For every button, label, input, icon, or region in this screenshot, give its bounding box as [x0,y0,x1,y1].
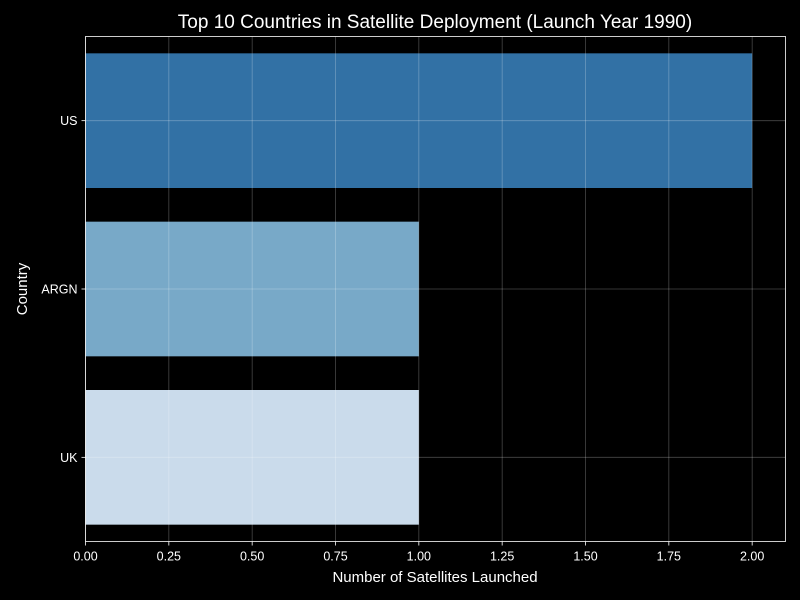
x-tick-label: 0.75 [323,550,347,564]
bars [85,53,753,525]
y-axis-label: Country [14,262,31,315]
x-tick-label: 1.00 [407,550,431,564]
x-tick-label: 0.00 [73,550,97,564]
bar-uk [85,390,419,525]
x-tick-label: 1.50 [573,550,597,564]
bar-us [85,53,753,189]
chart-title: Top 10 Countries in Satellite Deployment… [178,12,692,33]
x-tick-label: 2.00 [740,550,764,564]
x-axis-ticks: 0.00 0.25 0.50 0.75 1.00 1.25 1.50 1.75 2.00 [73,36,764,564]
plot-frame [85,36,786,542]
x-tick-label: 0.25 [157,550,181,564]
y-tick-label: UK [60,451,78,465]
x-tick-label: 0.50 [240,550,264,564]
x-tick-label: 1.25 [490,550,514,564]
bar-argn [85,221,419,357]
y-tick-label: ARGN [41,283,77,297]
x-axis-label: Number of Satellites Launched [332,569,537,586]
y-axis-ticks: US ARGN UK [41,114,86,465]
y-tick-label: US [60,114,77,128]
grid-lines [85,120,786,458]
x-tick-label: 1.75 [657,550,681,564]
